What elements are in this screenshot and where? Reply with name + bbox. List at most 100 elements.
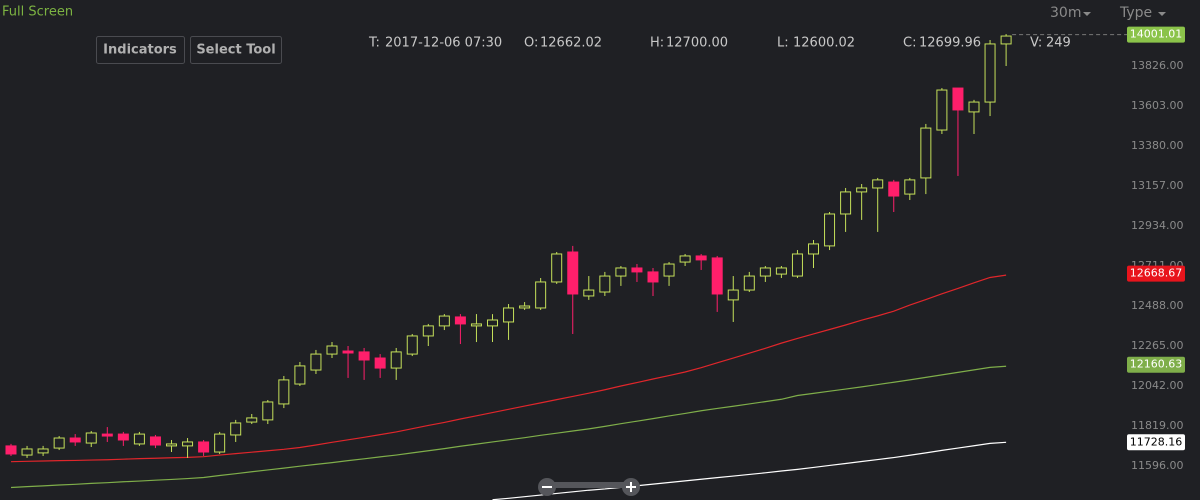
candle-body <box>326 345 338 355</box>
info-value: 2017-12-06 07:30 <box>385 36 502 51</box>
candle-body <box>454 316 466 325</box>
price-marker <box>1127 434 1185 451</box>
candle-body <box>262 401 274 421</box>
candle-body <box>583 289 595 297</box>
caret <box>1158 12 1166 16</box>
info-label: T: <box>368 36 380 51</box>
info-label: L: <box>777 36 789 51</box>
indicators-label[interactable]: Indicators <box>103 43 177 58</box>
candle-body <box>647 271 659 283</box>
candle-body <box>101 433 113 437</box>
candle-body <box>791 253 803 277</box>
price-marker <box>1127 265 1185 282</box>
full-screen-button[interactable]: Full Screen <box>2 5 73 20</box>
candle-body <box>711 257 723 295</box>
ohlc-info: T: 2017-12-06 07:30 O: 12662.02 H: 12700.00 L:… <box>368 36 1071 51</box>
candle-body <box>663 263 675 277</box>
info-value: 12700.00 <box>666 36 728 51</box>
candle-body <box>53 437 65 449</box>
candle-body <box>374 357 386 369</box>
info-value: 12600.02 <box>793 36 855 51</box>
candle-body <box>503 307 515 323</box>
candle-body <box>214 433 226 453</box>
moving-average-line <box>492 441 1007 500</box>
candle-body <box>727 289 739 301</box>
candle-body <box>824 213 836 247</box>
candle-body <box>69 437 81 443</box>
interval-selector[interactable]: 30m <box>1050 5 1081 21</box>
candle-body <box>840 191 852 215</box>
y-tick-label: 11596.00 <box>1131 459 1184 472</box>
candle-body <box>920 127 932 179</box>
indicators-button[interactable] <box>96 36 185 64</box>
price-marker-label: 12160.63 <box>1130 358 1183 371</box>
candle-body <box>422 325 434 337</box>
candle-body <box>166 443 177 447</box>
minus-icon <box>542 486 552 488</box>
candle-body <box>775 267 787 275</box>
candle-body <box>631 267 643 273</box>
price-marker-label: 12668.67 <box>1130 267 1183 280</box>
info-label: O: <box>524 36 538 51</box>
type-selector[interactable]: Type <box>1119 5 1152 21</box>
y-tick-label: 11819.00 <box>1131 419 1184 432</box>
zoom-slider[interactable] <box>545 482 631 488</box>
candle-body <box>888 181 900 197</box>
y-tick-label: 12265.00 <box>1131 339 1184 352</box>
y-tick-label: 13380.00 <box>1131 139 1184 152</box>
candle-body <box>406 335 418 355</box>
candle-body <box>519 305 531 309</box>
candle-body <box>984 43 996 103</box>
select-tool-label[interactable]: Select Tool <box>196 43 275 58</box>
y-tick-label: 13603.00 <box>1131 99 1184 112</box>
select-tool-button[interactable] <box>190 36 282 64</box>
candle-body <box>5 445 17 455</box>
candle-body <box>470 323 482 327</box>
candle-body <box>599 275 611 293</box>
price-marker <box>1127 26 1185 43</box>
plus-icon <box>630 482 632 492</box>
info-value: 12662.02 <box>540 36 602 51</box>
info-label: H: <box>650 36 664 51</box>
candle-body <box>615 267 627 277</box>
candle-body <box>149 436 161 446</box>
candle-body <box>85 432 97 444</box>
candle-body <box>743 275 755 291</box>
price-marker-label: 11728.16 <box>1130 435 1183 448</box>
candle-body <box>390 351 402 369</box>
candle-body <box>695 255 707 261</box>
candle-body <box>551 253 563 283</box>
candle-body <box>37 448 49 454</box>
candle-body <box>438 315 450 327</box>
caret <box>1083 12 1091 16</box>
price-marker-label: 14001.01 <box>1130 28 1183 41</box>
candle-body <box>358 351 370 361</box>
info-label: C: <box>903 36 916 51</box>
y-tick-label: 12042.00 <box>1131 379 1184 392</box>
candle-body <box>21 448 33 456</box>
y-tick-label: 13826.00 <box>1131 59 1184 72</box>
candle-body <box>679 255 691 263</box>
info-label: V: <box>1030 36 1042 51</box>
moving-average-line <box>10 274 1007 463</box>
candle-body <box>198 441 210 453</box>
candle-body <box>759 267 771 277</box>
candle-body <box>1000 35 1012 45</box>
candle-body <box>535 281 547 309</box>
candle-body <box>117 433 129 441</box>
info-value: 12699.96 <box>919 36 981 51</box>
candle-body <box>968 101 980 113</box>
price-axis: 11596.00 11819.00 12042.00 12265.00 12488.00… <box>1127 26 1185 472</box>
candle-body <box>246 417 258 423</box>
candle-body <box>952 87 964 111</box>
candle-body <box>936 89 948 131</box>
candle-body <box>133 433 145 445</box>
candle-body <box>182 441 194 447</box>
candle-body <box>294 365 306 385</box>
y-tick-label: 12934.00 <box>1131 219 1184 232</box>
candle-body <box>230 422 242 436</box>
y-tick-label: 13157.00 <box>1131 179 1184 192</box>
plot-area <box>5 34 1127 500</box>
